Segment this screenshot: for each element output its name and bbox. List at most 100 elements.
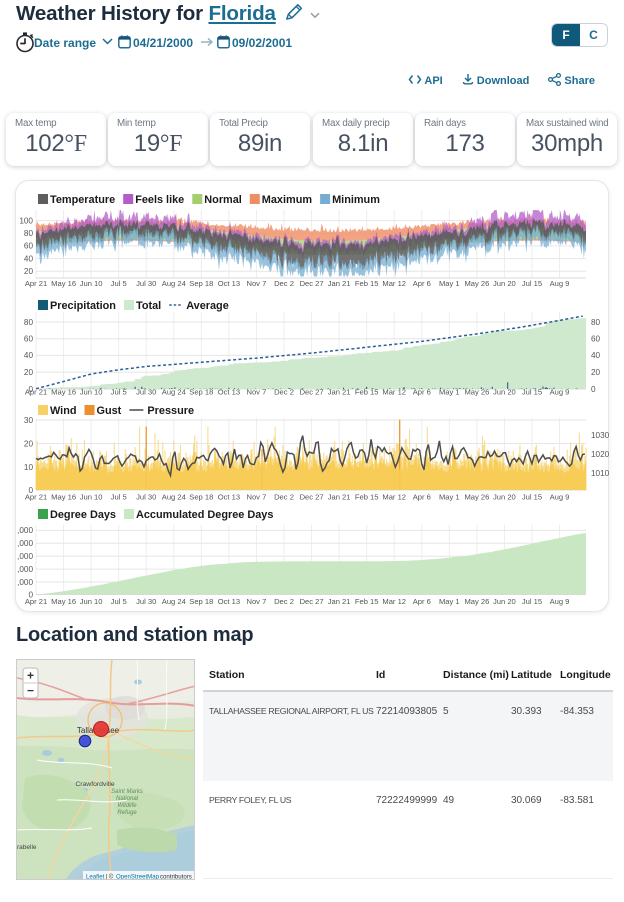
svg-text:Jan 21: Jan 21 [328,493,351,502]
svg-text:1030: 1030 [591,431,610,440]
svg-text:60: 60 [24,242,34,251]
svg-text:20: 20 [24,267,34,276]
svg-text:Apr 6: Apr 6 [413,597,431,606]
svg-text:May 26: May 26 [464,597,489,606]
svg-text:,000: ,000 [17,565,33,574]
svg-text:rabelle: rabelle [17,844,37,851]
svg-text:Dec 27: Dec 27 [300,388,324,397]
svg-text:Crawfordville: Crawfordville [75,781,115,788]
svg-text:Sep 18: Sep 18 [189,597,213,606]
svg-text:Jan 21: Jan 21 [328,388,351,397]
svg-text:Mar 12: Mar 12 [382,279,406,288]
svg-text:Apr 21: Apr 21 [25,388,47,397]
svg-text:Feb 15: Feb 15 [355,493,379,502]
svg-text:Feels like: Feels like [135,194,184,206]
svg-text:40: 40 [24,351,34,360]
svg-text:,000: ,000 [17,526,33,535]
svg-text:60: 60 [591,335,601,344]
svg-text:May 1: May 1 [439,388,460,397]
svg-text:Nov 7: Nov 7 [246,388,266,397]
svg-text:,000: ,000 [17,552,33,561]
svg-text:0: 0 [591,385,596,394]
svg-text:Jun 20: Jun 20 [493,493,516,502]
svg-text:Apr 21: Apr 21 [25,493,47,502]
svg-text:Precipitation: Precipitation [50,300,116,312]
svg-text:Jul 5: Jul 5 [111,388,127,397]
svg-text:Aug 9: Aug 9 [550,493,570,502]
svg-text:Dec 27: Dec 27 [300,493,324,502]
svg-text:Sep 18: Sep 18 [189,388,213,397]
svg-text:10: 10 [24,463,34,472]
svg-text:0: 0 [28,385,33,394]
svg-text:Saint Marks: Saint Marks [111,789,143,795]
svg-text:30: 30 [24,416,34,425]
svg-text:Dec 2: Dec 2 [274,597,294,606]
svg-text:Wildlife: Wildlife [117,803,137,809]
svg-text:Aug 24: Aug 24 [162,493,186,502]
svg-text:1010: 1010 [591,469,610,478]
svg-text:Accumulated Degree Days: Accumulated Degree Days [136,509,273,521]
svg-text:Mar 12: Mar 12 [382,388,406,397]
svg-text:80: 80 [591,318,601,327]
svg-text:Normal: Normal [204,194,242,206]
svg-text:Aug 24: Aug 24 [162,388,186,397]
svg-text:Jul 15: Jul 15 [522,597,542,606]
svg-text:May 16: May 16 [51,279,76,288]
svg-text:Nov 7: Nov 7 [246,597,266,606]
svg-text:Feb 15: Feb 15 [355,388,379,397]
svg-text:60: 60 [24,335,34,344]
svg-text:Average: Average [186,300,229,312]
svg-text:Jul 30: Jul 30 [136,279,156,288]
svg-text:0: 0 [28,486,33,495]
svg-text:Nov 7: Nov 7 [246,493,266,502]
svg-text:Dec 27: Dec 27 [300,279,324,288]
svg-text:National: National [116,796,139,802]
svg-text:Apr 6: Apr 6 [413,279,431,288]
svg-text:Apr 6: Apr 6 [413,493,431,502]
svg-text:May 16: May 16 [51,493,76,502]
svg-text:+: + [27,669,34,683]
svg-text:40: 40 [24,254,34,263]
svg-text:Dec 27: Dec 27 [300,597,324,606]
svg-text:20: 20 [24,368,34,377]
svg-text:Aug 9: Aug 9 [550,597,570,606]
svg-text:Jun 10: Jun 10 [80,279,103,288]
svg-text:May 1: May 1 [439,279,460,288]
svg-text:Aug 24: Aug 24 [162,597,186,606]
svg-text:20: 20 [591,368,601,377]
svg-text:Oct 13: Oct 13 [218,279,240,288]
svg-text:Refuge: Refuge [117,810,137,816]
svg-text:Dec 2: Dec 2 [274,493,294,502]
svg-text:May 26: May 26 [464,493,489,502]
svg-text:Temperature: Temperature [50,194,115,206]
svg-text:Feb 15: Feb 15 [355,279,379,288]
svg-text:Apr 6: Apr 6 [413,388,431,397]
svg-text:Apr 21: Apr 21 [25,279,47,288]
svg-text:Sep 18: Sep 18 [189,279,213,288]
svg-text:Jul 5: Jul 5 [111,597,127,606]
svg-text:Jan 21: Jan 21 [328,279,351,288]
svg-text:Jul 30: Jul 30 [136,597,156,606]
svg-text:May 16: May 16 [51,597,76,606]
svg-text:Aug 9: Aug 9 [550,388,570,397]
svg-text:Aug 9: Aug 9 [550,279,570,288]
svg-text:80: 80 [24,229,34,238]
svg-text:Oct 13: Oct 13 [218,597,240,606]
svg-text:Oct 13: Oct 13 [218,388,240,397]
svg-text:Jun 20: Jun 20 [493,279,516,288]
svg-text:Jul 30: Jul 30 [136,493,156,502]
svg-text:Minimum: Minimum [332,194,380,206]
svg-text:80: 80 [24,318,34,327]
svg-text:Mar 12: Mar 12 [382,597,406,606]
svg-text:Jul 15: Jul 15 [522,388,542,397]
svg-text:Jul 5: Jul 5 [111,493,127,502]
svg-text:OpenStreetMap: OpenStreetMap [116,873,160,880]
svg-text:100: 100 [19,216,33,225]
svg-text:Jul 15: Jul 15 [522,279,542,288]
svg-text:Gust: Gust [97,405,122,417]
svg-text:Oct 13: Oct 13 [218,493,240,502]
svg-text:Sep 18: Sep 18 [189,493,213,502]
svg-text:Pressure: Pressure [147,405,194,417]
svg-text:−: − [27,684,34,698]
svg-text:Apr 21: Apr 21 [25,597,47,606]
